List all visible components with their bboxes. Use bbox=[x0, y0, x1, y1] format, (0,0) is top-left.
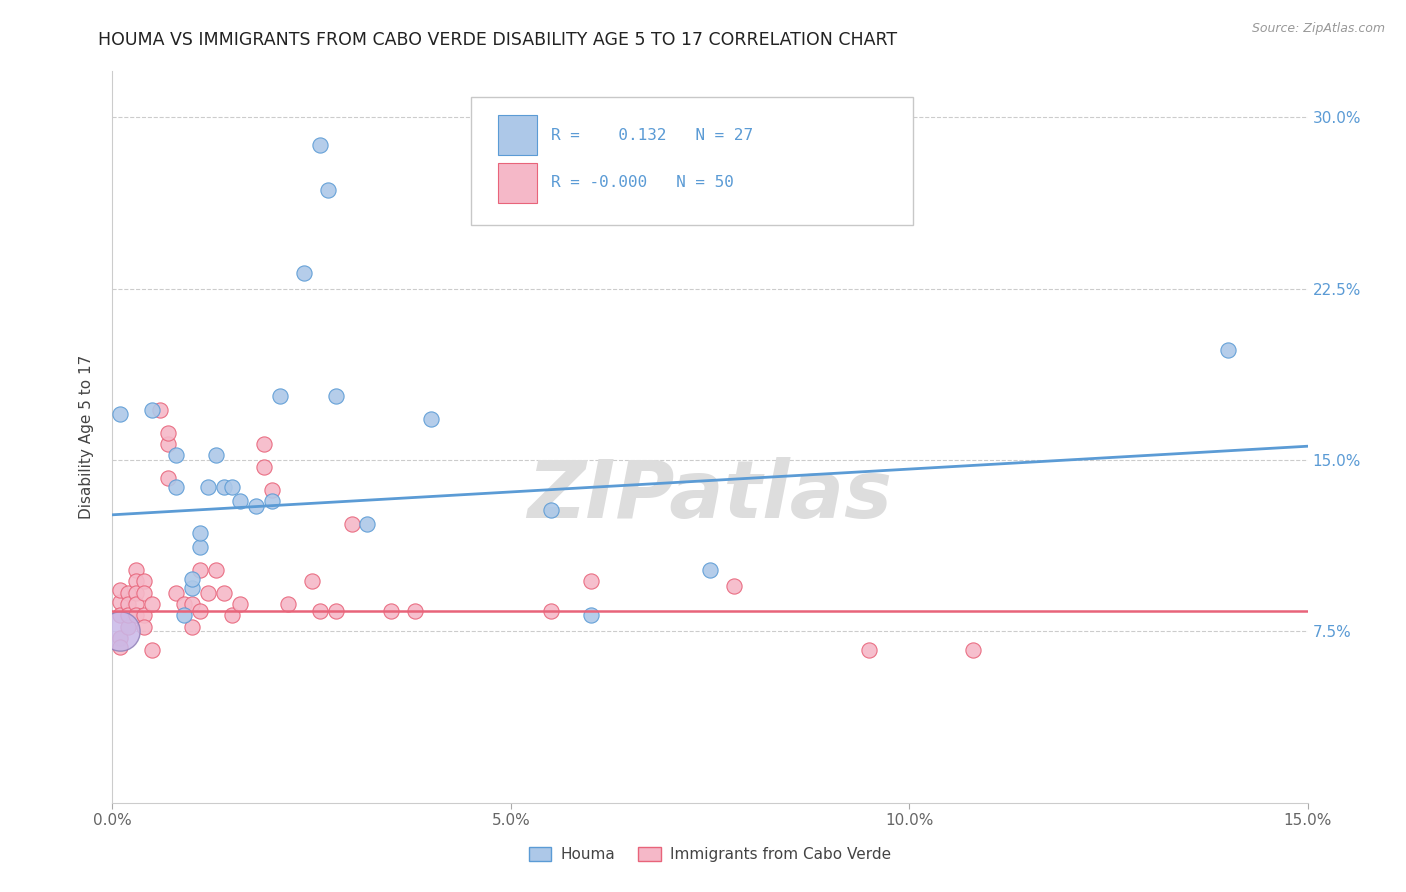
FancyBboxPatch shape bbox=[471, 97, 914, 225]
Point bbox=[269, 389, 291, 403]
Point bbox=[579, 608, 602, 623]
Point bbox=[173, 597, 195, 611]
Point bbox=[212, 585, 235, 599]
Point bbox=[540, 503, 562, 517]
Point bbox=[110, 624, 132, 639]
Point bbox=[165, 585, 187, 599]
Point bbox=[380, 604, 402, 618]
Point bbox=[110, 640, 132, 655]
Point bbox=[962, 642, 984, 657]
Point bbox=[340, 516, 363, 531]
Point bbox=[260, 494, 283, 508]
Point bbox=[181, 597, 204, 611]
Text: R =    0.132   N = 27: R = 0.132 N = 27 bbox=[551, 128, 754, 143]
Point bbox=[134, 620, 156, 634]
Point bbox=[181, 620, 204, 634]
Point bbox=[157, 425, 180, 440]
Point bbox=[110, 583, 132, 598]
Legend: Houma, Immigrants from Cabo Verde: Houma, Immigrants from Cabo Verde bbox=[523, 840, 897, 868]
Point bbox=[308, 604, 330, 618]
Point bbox=[540, 604, 562, 618]
Point bbox=[165, 480, 187, 494]
Point bbox=[141, 597, 163, 611]
Point bbox=[117, 585, 139, 599]
Point bbox=[134, 585, 156, 599]
Point bbox=[110, 595, 132, 609]
Point bbox=[110, 407, 132, 421]
Point bbox=[125, 585, 148, 599]
Point bbox=[165, 449, 187, 463]
Text: HOUMA VS IMMIGRANTS FROM CABO VERDE DISABILITY AGE 5 TO 17 CORRELATION CHART: HOUMA VS IMMIGRANTS FROM CABO VERDE DISA… bbox=[98, 31, 897, 49]
Point bbox=[1216, 343, 1239, 358]
Point bbox=[188, 563, 211, 577]
Point bbox=[205, 563, 228, 577]
Point bbox=[125, 574, 148, 588]
Point bbox=[699, 563, 721, 577]
Point bbox=[229, 597, 252, 611]
Point bbox=[356, 516, 378, 531]
Point bbox=[221, 480, 243, 494]
Point bbox=[579, 574, 602, 588]
Point bbox=[253, 459, 276, 474]
Point bbox=[181, 581, 204, 595]
Point bbox=[197, 480, 219, 494]
Point bbox=[157, 471, 180, 485]
Point bbox=[292, 266, 315, 280]
Point bbox=[117, 597, 139, 611]
Point bbox=[149, 402, 172, 417]
Point bbox=[134, 608, 156, 623]
Point bbox=[253, 437, 276, 451]
Point bbox=[229, 494, 252, 508]
Point bbox=[181, 572, 204, 586]
Point bbox=[308, 137, 330, 152]
Point bbox=[260, 483, 283, 497]
Point bbox=[325, 389, 347, 403]
Point bbox=[141, 402, 163, 417]
Point bbox=[277, 597, 299, 611]
Point bbox=[221, 608, 243, 623]
Point bbox=[141, 642, 163, 657]
Bar bbox=[499, 162, 537, 203]
Text: Source: ZipAtlas.com: Source: ZipAtlas.com bbox=[1251, 22, 1385, 36]
Point bbox=[245, 499, 267, 513]
Point bbox=[188, 604, 211, 618]
Point bbox=[858, 642, 880, 657]
Point bbox=[301, 574, 323, 588]
Point bbox=[117, 620, 139, 634]
Point bbox=[134, 574, 156, 588]
Point bbox=[188, 526, 211, 541]
Text: R = -0.000   N = 50: R = -0.000 N = 50 bbox=[551, 176, 734, 190]
Point bbox=[110, 608, 132, 623]
Point bbox=[205, 449, 228, 463]
Point bbox=[125, 608, 148, 623]
Point bbox=[117, 608, 139, 623]
Point bbox=[125, 597, 148, 611]
Point bbox=[188, 540, 211, 554]
Point bbox=[212, 480, 235, 494]
Point bbox=[157, 437, 180, 451]
Text: ZIPatlas: ZIPatlas bbox=[527, 457, 893, 534]
Point bbox=[110, 632, 132, 646]
Bar bbox=[499, 115, 537, 155]
Point bbox=[316, 183, 339, 197]
Y-axis label: Disability Age 5 to 17: Disability Age 5 to 17 bbox=[79, 355, 94, 519]
Point bbox=[125, 563, 148, 577]
Point bbox=[420, 412, 443, 426]
Point bbox=[723, 579, 745, 593]
Point bbox=[404, 604, 426, 618]
Point bbox=[197, 585, 219, 599]
Point bbox=[325, 604, 347, 618]
Point bbox=[173, 608, 195, 623]
